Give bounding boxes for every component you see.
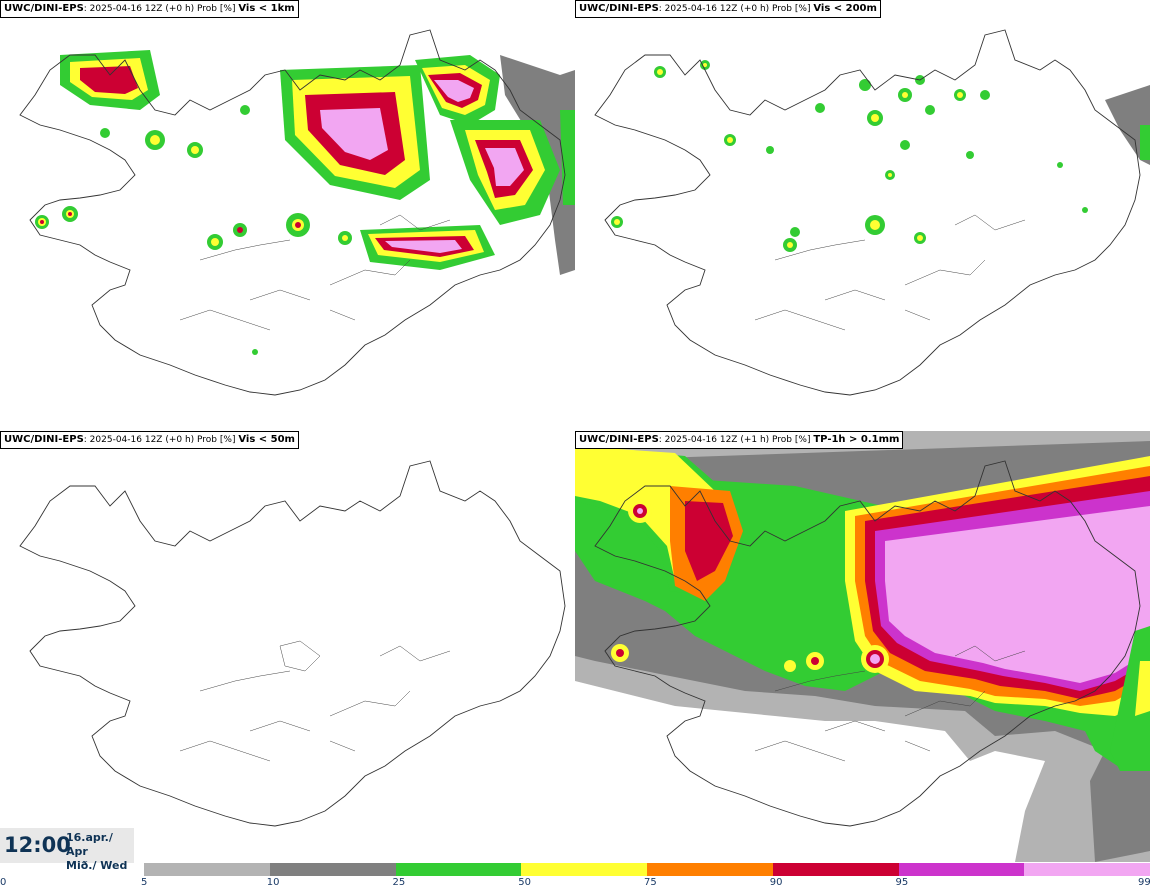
iceland-map bbox=[19, 460, 566, 827]
valid-date: 16.apr./ Apr Mið./ Wed bbox=[66, 831, 128, 872]
colorbar-segment bbox=[144, 863, 270, 876]
iceland-map bbox=[575, 431, 1150, 862]
map-panel-vis-1km: UWC/DINI-EPS: 2025-04-16 12Z (+0 h) Prob… bbox=[0, 0, 575, 431]
iceland-map bbox=[594, 29, 1150, 396]
iceland-coastline bbox=[19, 460, 566, 827]
panel-title: UWC/DINI-EPS: 2025-04-16 12Z (+0 h) Prob… bbox=[0, 431, 299, 449]
colorbar-segment bbox=[269, 863, 396, 876]
colorbar-tick-label: 75 bbox=[644, 877, 657, 888]
colorbar-tick-label: 5 bbox=[141, 877, 148, 888]
valid-time: 12:00 bbox=[4, 833, 71, 857]
colorbar-tick-label: 25 bbox=[392, 877, 406, 888]
iceland-map bbox=[19, 29, 575, 396]
iceland-coastline bbox=[19, 29, 566, 396]
probability-field bbox=[575, 431, 1150, 862]
colorbar-tick-label: 50 bbox=[518, 877, 531, 888]
colorbar-tick-label: 99 bbox=[1138, 877, 1150, 888]
probability-field bbox=[611, 60, 1150, 252]
map-panel-vis-50m: UWC/DINI-EPS: 2025-04-16 12Z (+0 h) Prob… bbox=[0, 431, 575, 862]
map-panel-precip: UWC/DINI-EPS: 2025-04-16 12Z (+1 h) Prob… bbox=[575, 431, 1150, 862]
colorbar-segment bbox=[1024, 863, 1150, 876]
colorbar-segment bbox=[772, 863, 899, 876]
colorbar-segment bbox=[898, 863, 1025, 876]
valid-time-box: 12:00 16.apr./ Apr Mið./ Wed bbox=[0, 828, 134, 872]
colorbar-tick-label: 90 bbox=[769, 877, 783, 888]
panel-title: UWC/DINI-EPS: 2025-04-16 12Z (+0 h) Prob… bbox=[0, 0, 299, 18]
colorbar-segment bbox=[647, 863, 773, 876]
probability-field bbox=[35, 50, 575, 355]
panel-title: UWC/DINI-EPS: 2025-04-16 12Z (+1 h) Prob… bbox=[575, 431, 904, 449]
colorbar-segment bbox=[521, 863, 647, 876]
iceland-coastline bbox=[594, 460, 1141, 827]
colorbar-tick-label: 0 bbox=[0, 877, 7, 888]
iceland-coastline bbox=[594, 29, 1141, 396]
colorbar-tick-label: 10 bbox=[266, 877, 280, 888]
colorbar-segment bbox=[395, 863, 522, 876]
probability-colorbar: 0 5 10 25 50 75 90 95 99 bbox=[0, 863, 1150, 891]
colorbar-tick-label: 95 bbox=[895, 877, 909, 888]
map-panel-vis-200m: UWC/DINI-EPS: 2025-04-16 12Z (+0 h) Prob… bbox=[575, 0, 1150, 431]
panel-title: UWC/DINI-EPS: 2025-04-16 12Z (+0 h) Prob… bbox=[575, 0, 881, 18]
